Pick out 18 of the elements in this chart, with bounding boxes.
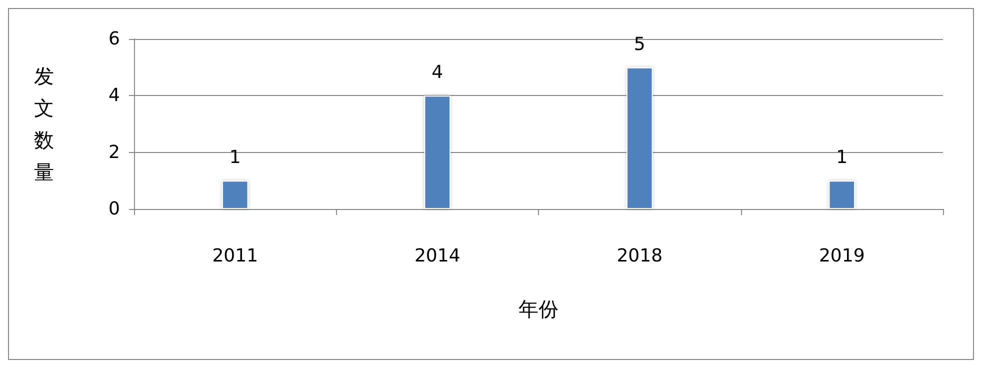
bar — [828, 180, 856, 209]
bar — [626, 67, 653, 209]
x-axis-title: 年份 — [518, 297, 558, 321]
data-label: 4 — [432, 62, 444, 84]
y-tick-label: 0 — [108, 198, 120, 220]
y-tick-label: 6 — [108, 28, 120, 50]
bar — [424, 96, 451, 209]
data-label: 1 — [836, 147, 848, 168]
x-tick-label: 2018 — [616, 246, 663, 266]
y-tick-label: 2 — [108, 142, 120, 163]
data-label: 5 — [634, 34, 646, 55]
x-tick-label: 2014 — [414, 246, 460, 266]
x-tick-label: 2011 — [212, 246, 258, 266]
bar — [222, 180, 248, 209]
x-tick-label: 2019 — [818, 246, 865, 266]
y-axis-title: 发文数量 — [34, 64, 54, 184]
data-label: 1 — [229, 147, 241, 168]
y-tick-label: 4 — [108, 85, 120, 106]
